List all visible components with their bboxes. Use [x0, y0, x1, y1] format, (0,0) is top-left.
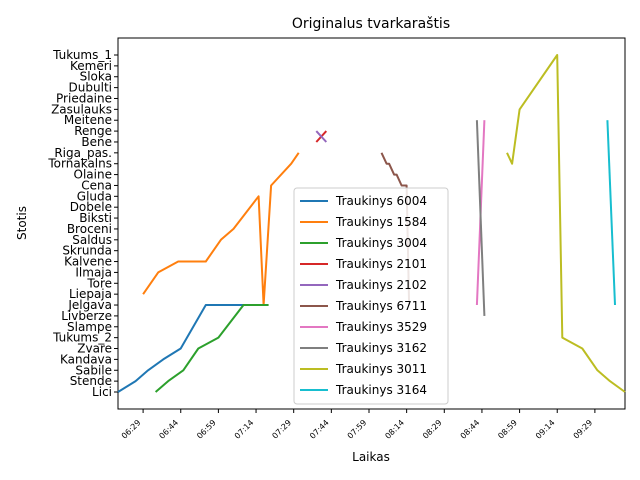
y-tick-label: Tore	[86, 276, 112, 290]
series-lines	[117, 54, 626, 393]
legend-label: Traukinys 2101	[335, 257, 427, 271]
y-tick-label: Kandava	[60, 352, 112, 366]
x-tick-label: 06:44	[157, 418, 180, 441]
legend-box	[293, 187, 449, 405]
x-tick-label: 06:59	[195, 418, 218, 441]
y-tick-label: Tukums_1	[52, 48, 112, 62]
y-tick-label: Meitene	[64, 113, 112, 127]
plot-area	[117, 37, 626, 410]
x-axis: 06:29 06:44 06:59 07:14 07:29 07:44 07:59 08:14…	[120, 409, 596, 441]
y-tick-label: Priedaine	[56, 91, 112, 105]
y-tick-label: Dobele	[70, 200, 112, 214]
series-line	[142, 152, 300, 306]
legend-label: Traukinys 3011	[335, 362, 427, 376]
x-tick-label: 07:59	[346, 418, 369, 441]
y-tick-label: Kalvene	[64, 255, 112, 269]
y-tick-label: Skrunda	[62, 244, 112, 258]
series-line	[315, 130, 328, 143]
series-line	[475, 120, 486, 316]
legend-label: Traukinys 2102	[335, 278, 427, 292]
y-tick-label: Bene	[81, 135, 112, 149]
series-line	[154, 304, 269, 393]
y-tick-label: Olaine	[74, 168, 112, 182]
legend-label: Traukinys 1584	[335, 215, 427, 229]
y-tick-label: Liepaja	[69, 287, 112, 301]
legend-label: Traukinys 6004	[335, 194, 427, 208]
y-tick-label: Ilmaja	[75, 265, 112, 279]
y-tick-label: Saldus	[72, 233, 112, 247]
y-tick-label: Zasulauks	[51, 102, 112, 116]
y-axis: LiciStendeSabileKandavaZvareTukums_2Slam…	[47, 48, 118, 399]
plot-frame	[117, 37, 626, 410]
y-tick-label: Gluda	[77, 189, 112, 203]
y-tick-label: Slampe	[67, 320, 112, 334]
chart-title: Originalus tvarkaraštis	[292, 16, 450, 32]
x-axis-label: Laikas	[352, 450, 390, 464]
x-tick-label: 07:14	[233, 418, 256, 441]
y-tick-label: Biksti	[79, 211, 112, 225]
y-tick-label: Sabile	[75, 363, 112, 377]
legend-label: Traukinys 3162	[335, 341, 427, 355]
y-tick-label: Zvare	[77, 342, 112, 356]
y-tick-label: Stende	[70, 374, 112, 388]
y-tick-label: Tornakalns	[47, 157, 112, 171]
x-tick-label: 08:14	[383, 418, 406, 441]
legend-label: Traukinys 3529	[335, 320, 427, 334]
y-axis-label: Stotis	[15, 206, 29, 240]
x-tick-label: 08:44	[459, 418, 482, 441]
series-line	[506, 54, 626, 393]
series-line	[117, 304, 244, 393]
y-tick-label: Cena	[81, 178, 112, 192]
y-tick-label: Riga_pas.	[54, 146, 112, 160]
y-tick-label: Livberze	[61, 309, 112, 323]
x-tick-label: 08:29	[421, 418, 444, 441]
y-tick-label: Lici	[92, 385, 112, 399]
y-tick-label: Sloka	[80, 70, 112, 84]
y-tick-label: Dubulti	[69, 81, 112, 95]
y-tick-label: Broceni	[67, 222, 112, 236]
legend-label: Traukinys 3164	[335, 383, 427, 397]
x-tick-label: 09:29	[572, 418, 595, 441]
x-tick-label: 06:29	[120, 418, 143, 441]
x-tick-label: 07:44	[308, 418, 331, 441]
legend-label: Traukinys 3004	[335, 236, 427, 250]
legend: Traukinys 6004 Traukinys 1584 Traukinys 30…	[293, 187, 449, 405]
x-tick-label: 07:29	[270, 418, 293, 441]
y-tick-label: Kemeri	[70, 59, 112, 73]
series-line	[380, 152, 411, 306]
x-tick-label: 08:59	[496, 418, 519, 441]
y-tick-label: Tukums_2	[52, 331, 112, 345]
x-tick-label: 09:14	[534, 418, 557, 441]
legend-label: Traukinys 6711	[335, 299, 427, 313]
y-tick-label: Jelgava	[67, 298, 112, 312]
y-tick-label: Renge	[74, 124, 112, 138]
series-line	[606, 120, 616, 306]
